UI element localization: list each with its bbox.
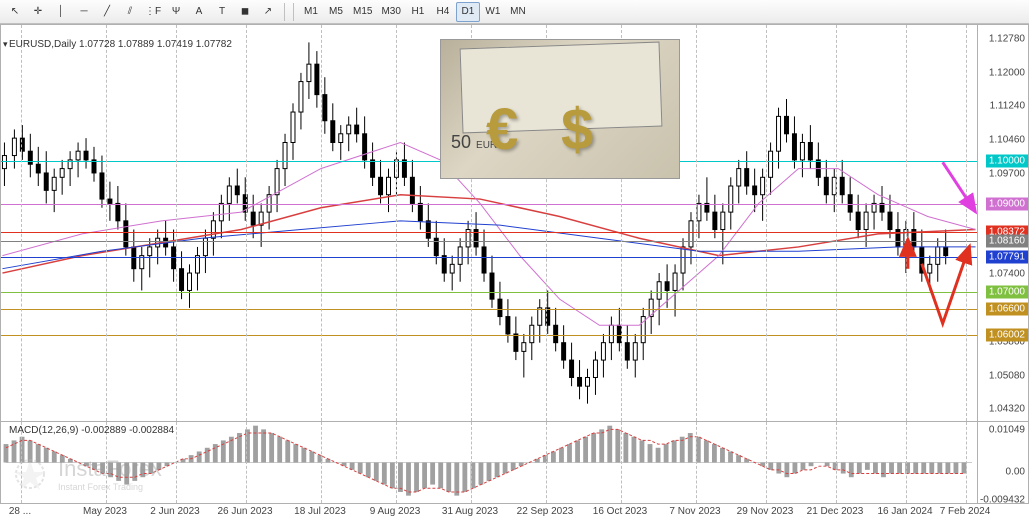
grid-vline (546, 422, 547, 503)
grid-vline (836, 422, 837, 503)
macd-tick-label: 0.01049 (989, 425, 1025, 436)
x-tick-label: 16 Oct 2023 (593, 506, 647, 517)
timeframe-H4[interactable]: H4 (431, 2, 455, 22)
timeframe-H1[interactable]: H1 (406, 2, 430, 22)
macd-axis: 0.01049 0.00 -0.009432 (978, 422, 1029, 504)
x-tick-label: 31 Aug 2023 (442, 506, 498, 517)
y-tick-label: 1.09700 (989, 168, 1025, 179)
y-tick-label: 1.12780 (989, 33, 1025, 44)
text-tool[interactable]: A (188, 2, 210, 22)
hline-tool[interactable]: ─ (73, 2, 95, 22)
grid-vline (836, 25, 837, 421)
price-tag: 1.06600 (986, 303, 1028, 316)
price-hline (1, 257, 977, 258)
timeframe-M5[interactable]: M5 (324, 2, 348, 22)
x-tick-label: 9 Aug 2023 (370, 506, 421, 517)
x-tick-label: 21 Dec 2023 (807, 506, 864, 517)
toolbar-separator (293, 3, 294, 21)
y-tick-label: 1.11240 (990, 101, 1025, 112)
macd-label: MACD(12,26,9) -0.002889 -0.002884 (9, 425, 174, 436)
y-tick-label: 1.04320 (989, 404, 1025, 415)
price-hline (1, 232, 977, 233)
shapes-tool[interactable]: ◼ (234, 2, 256, 22)
grid-vline (396, 422, 397, 503)
timeframe-D1[interactable]: D1 (456, 2, 480, 22)
x-tick-label: 18 Jul 2023 (294, 506, 346, 517)
x-tick-label: 29 Nov 2023 (737, 506, 794, 517)
price-hline (1, 204, 977, 205)
fibo-tool[interactable]: ⋮F (142, 2, 164, 22)
grid-vline (696, 422, 697, 503)
price-tag: 1.06002 (986, 329, 1028, 342)
y-tick-label: 1.05080 (989, 370, 1025, 381)
price-hline (1, 309, 977, 310)
fork-tool[interactable]: Ψ (165, 2, 187, 22)
grid-vline (696, 25, 697, 421)
vline-tool[interactable]: │ (50, 2, 72, 22)
price-tag: 1.10000 (986, 154, 1028, 167)
grid-vline (966, 422, 967, 503)
chart-area: EURUSD,Daily 1.07728 1.07889 1.07419 1.0… (0, 24, 1029, 524)
price-tag: 1.07791 (986, 251, 1028, 264)
y-tick-label: 1.07400 (989, 269, 1025, 280)
grid-vline (246, 422, 247, 503)
x-tick-label: 28 ... (9, 506, 31, 517)
grid-vline (176, 25, 177, 421)
y-tick-label: 1.12000 (989, 68, 1025, 79)
x-tick-label: May 2023 (83, 506, 127, 517)
grid-vline (21, 25, 22, 421)
timeframe-M1[interactable]: M1 (299, 2, 323, 22)
arrows-tool[interactable]: ↗ (257, 2, 279, 22)
grid-vline (396, 25, 397, 421)
price-hline (1, 335, 977, 336)
x-tick-label: 7 Feb 2024 (940, 506, 991, 517)
grid-vline (966, 25, 967, 421)
timeframe-M15[interactable]: M15 (349, 2, 376, 22)
x-tick-label: 26 Jun 2023 (217, 506, 272, 517)
symbol-label: EURUSD,Daily 1.07728 1.07889 1.07419 1.0… (9, 39, 232, 50)
price-tag: 1.09000 (986, 198, 1028, 211)
price-axis: 1.127801.120001.112401.104601.097001.089… (978, 24, 1029, 422)
macd-pane[interactable]: MACD(12,26,9) -0.002889 -0.002884 (0, 422, 978, 504)
grid-vline (246, 25, 247, 421)
grid-vline (906, 25, 907, 421)
label-tool[interactable]: T (211, 2, 233, 22)
cursor-tool[interactable]: ↖ (4, 2, 26, 22)
timeframe-M30[interactable]: M30 (377, 2, 404, 22)
time-axis: 28 ... May 2023 2 Jun 2023 26 Jun 2023 18 Ju… (0, 504, 978, 524)
toolbar: ↖✛│─╱⫽⋮FΨAT◼↗ M1M5M15M30H1H4D1W1MN (0, 0, 1029, 24)
x-tick-label: 16 Jan 2024 (877, 506, 932, 517)
x-tick-label: 2 Jun 2023 (150, 506, 200, 517)
trendline-tool[interactable]: ╱ (96, 2, 118, 22)
price-hline (1, 241, 977, 242)
grid-vline (766, 25, 767, 421)
timeframe-MN[interactable]: MN (506, 2, 530, 22)
grid-vline (321, 25, 322, 421)
price-pane[interactable]: EURUSD,Daily 1.07728 1.07889 1.07419 1.0… (0, 24, 978, 422)
x-tick-label: 7 Nov 2023 (669, 506, 720, 517)
macd-tick-label: -0.009432 (980, 495, 1025, 506)
grid-vline (766, 422, 767, 503)
grid-vline (621, 422, 622, 503)
x-tick-label: 22 Sep 2023 (517, 506, 574, 517)
price-tag: 1.07000 (986, 285, 1028, 298)
grid-vline (176, 422, 177, 503)
y-tick-label: 1.10460 (989, 135, 1025, 146)
crosshair-tool[interactable]: ✛ (27, 2, 49, 22)
grid-vline (106, 25, 107, 421)
grid-vline (321, 422, 322, 503)
channel-tool[interactable]: ⫽ (119, 2, 141, 22)
decorative-currency-image: 50 EUR € $ (440, 39, 680, 179)
price-hline (1, 292, 977, 293)
grid-vline (471, 422, 472, 503)
price-tag: 1.08160 (986, 235, 1028, 248)
timeframe-W1[interactable]: W1 (481, 2, 505, 22)
grid-vline (906, 422, 907, 503)
macd-tick-label: 0.00 (1006, 467, 1025, 478)
